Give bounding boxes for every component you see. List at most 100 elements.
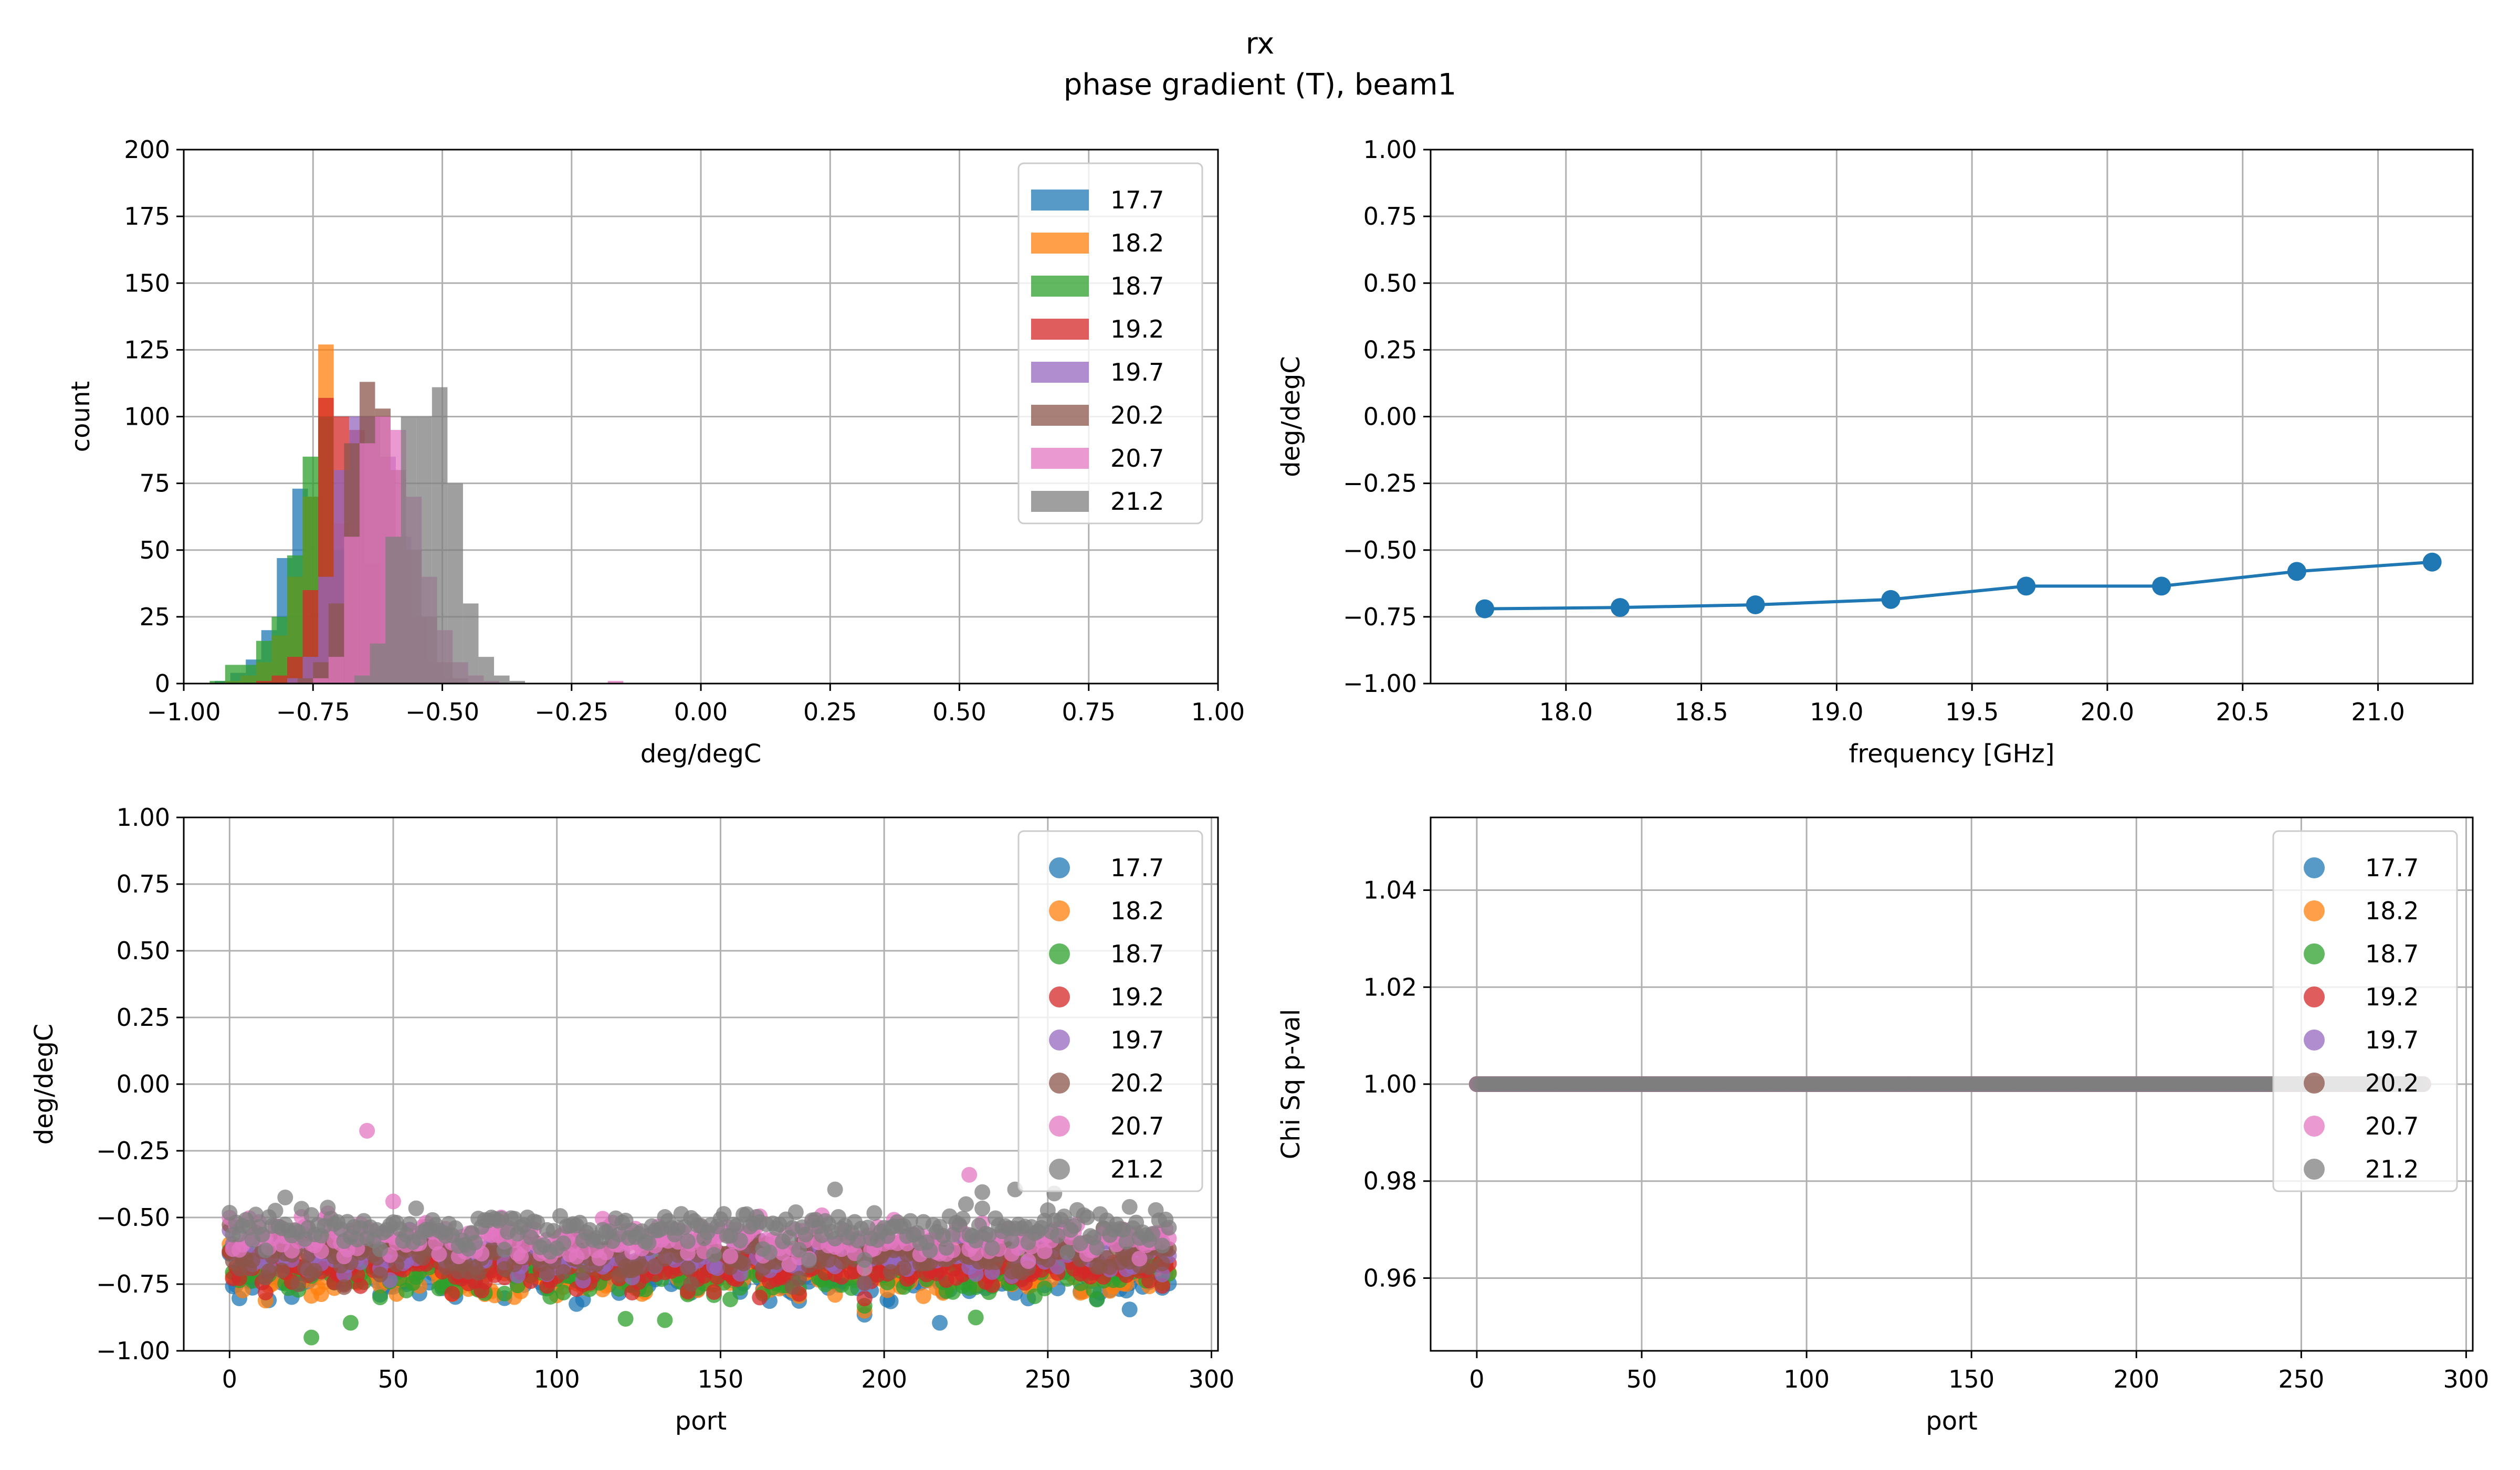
frequency-point bbox=[1610, 598, 1630, 617]
legend-swatch bbox=[1031, 448, 1089, 469]
port-outlier-point bbox=[277, 1189, 293, 1205]
legend-marker bbox=[2304, 943, 2325, 964]
y-tick-label: −1.00 bbox=[1343, 669, 1417, 698]
port-point bbox=[791, 1270, 807, 1287]
x-tick-label: 21.0 bbox=[2351, 698, 2404, 726]
port-outlier-point bbox=[752, 1289, 768, 1306]
x-tick-label: 19.5 bbox=[1945, 698, 1999, 726]
port-point bbox=[706, 1247, 722, 1263]
port-point bbox=[1020, 1253, 1036, 1269]
legend-swatch bbox=[1031, 491, 1089, 512]
port-point bbox=[408, 1200, 424, 1216]
y-tick-label: 0.75 bbox=[117, 870, 170, 898]
y-tick-label: −0.50 bbox=[96, 1203, 170, 1232]
hist-bar bbox=[240, 665, 256, 684]
port-point bbox=[402, 1216, 418, 1232]
legend-label: 19.7 bbox=[1110, 358, 1164, 386]
hist-bar bbox=[354, 675, 370, 684]
y-axis-label: count bbox=[66, 381, 96, 452]
x-tick-label: 18.5 bbox=[1674, 698, 1728, 726]
port-point bbox=[522, 1229, 539, 1245]
port-point bbox=[336, 1279, 352, 1295]
port-point bbox=[372, 1266, 388, 1283]
legend-label: 18.7 bbox=[1110, 272, 1164, 300]
port-point bbox=[683, 1276, 699, 1292]
hist-bar bbox=[385, 537, 401, 684]
y-tick-label: 0 bbox=[155, 669, 170, 698]
port-point bbox=[856, 1290, 873, 1307]
port-point bbox=[640, 1235, 657, 1251]
port-point bbox=[545, 1223, 562, 1239]
hist-bar bbox=[509, 680, 526, 684]
legend-swatch bbox=[1031, 319, 1089, 340]
port-point bbox=[290, 1276, 307, 1293]
port-point bbox=[1131, 1251, 1148, 1267]
x-tick-label: 100 bbox=[1783, 1365, 1830, 1393]
x-tick-label: 50 bbox=[1626, 1365, 1657, 1393]
x-axis-label: frequency [GHz] bbox=[1849, 739, 2055, 769]
port-point bbox=[1121, 1199, 1138, 1215]
port-point bbox=[791, 1242, 807, 1258]
port-outlier-point bbox=[827, 1181, 843, 1198]
port-point bbox=[522, 1273, 539, 1289]
legend-swatch bbox=[1031, 190, 1089, 211]
y-tick-label: 50 bbox=[139, 536, 170, 564]
port-point bbox=[470, 1265, 487, 1281]
port-point bbox=[444, 1286, 460, 1302]
hist-bar bbox=[271, 616, 287, 684]
legend-swatch bbox=[1031, 233, 1089, 254]
port-point bbox=[902, 1213, 918, 1229]
port-point bbox=[680, 1260, 696, 1276]
x-tick-label: 0 bbox=[222, 1365, 237, 1393]
legend-label: 18.2 bbox=[1110, 229, 1164, 257]
legend-marker bbox=[1049, 1073, 1070, 1094]
port-point bbox=[313, 1243, 329, 1259]
legend-box bbox=[1017, 830, 1203, 1192]
port-point bbox=[352, 1278, 369, 1294]
port-point bbox=[431, 1246, 447, 1262]
legend-marker bbox=[1049, 943, 1070, 964]
port-point bbox=[1056, 1208, 1072, 1224]
x-axis-label: port bbox=[1926, 1406, 1977, 1436]
frequency-point bbox=[2017, 576, 2036, 596]
legend-marker bbox=[2304, 857, 2325, 878]
port-point bbox=[1154, 1278, 1171, 1294]
legend-swatch bbox=[1031, 276, 1089, 297]
port-point bbox=[896, 1260, 912, 1276]
port-point bbox=[372, 1241, 388, 1257]
legend-marker bbox=[2304, 1073, 2325, 1094]
port-point bbox=[496, 1286, 512, 1302]
port-point bbox=[922, 1243, 938, 1259]
y-tick-label: 25 bbox=[139, 603, 170, 631]
figure-subtitle: phase gradient (T), beam1 bbox=[1064, 68, 1456, 102]
legend-label: 18.2 bbox=[2365, 897, 2419, 925]
hist-bar bbox=[401, 416, 417, 684]
pvalue-scatter-panel: 0 50 100 150 200 250 3000.960.981.001.021.04po… bbox=[1276, 816, 2490, 1436]
x-tick-label: −0.50 bbox=[405, 698, 479, 726]
x-tick-label: 150 bbox=[1948, 1365, 1994, 1393]
y-tick-label: 0.75 bbox=[1363, 202, 1417, 230]
hist-bar bbox=[297, 678, 313, 684]
x-axis-label: deg/degC bbox=[640, 739, 762, 769]
y-tick-label: 0.00 bbox=[117, 1070, 170, 1098]
y-axis-label: deg/degC bbox=[1276, 356, 1306, 477]
x-tick-label: 50 bbox=[378, 1365, 409, 1393]
y-tick-label: 100 bbox=[124, 403, 170, 431]
port-point bbox=[307, 1263, 323, 1279]
y-tick-label: 1.04 bbox=[1363, 876, 1417, 905]
y-tick-label: 0.00 bbox=[1363, 403, 1417, 431]
x-tick-label: 18.0 bbox=[1539, 698, 1593, 726]
port-point bbox=[313, 1286, 329, 1303]
legend-label: 21.2 bbox=[1110, 487, 1164, 516]
hist-bar bbox=[478, 657, 494, 684]
port-point bbox=[1144, 1226, 1161, 1242]
hist-bar bbox=[344, 537, 360, 684]
x-tick-label: 300 bbox=[2443, 1365, 2490, 1393]
legend-label: 20.7 bbox=[1110, 1112, 1164, 1140]
legend-label: 19.2 bbox=[1110, 315, 1164, 343]
legend-label: 19.2 bbox=[2365, 983, 2419, 1011]
frequency-point bbox=[1475, 599, 1495, 618]
port-point bbox=[1141, 1273, 1158, 1289]
y-tick-label: 0.50 bbox=[1363, 269, 1417, 297]
y-tick-label: −0.25 bbox=[1343, 469, 1417, 498]
